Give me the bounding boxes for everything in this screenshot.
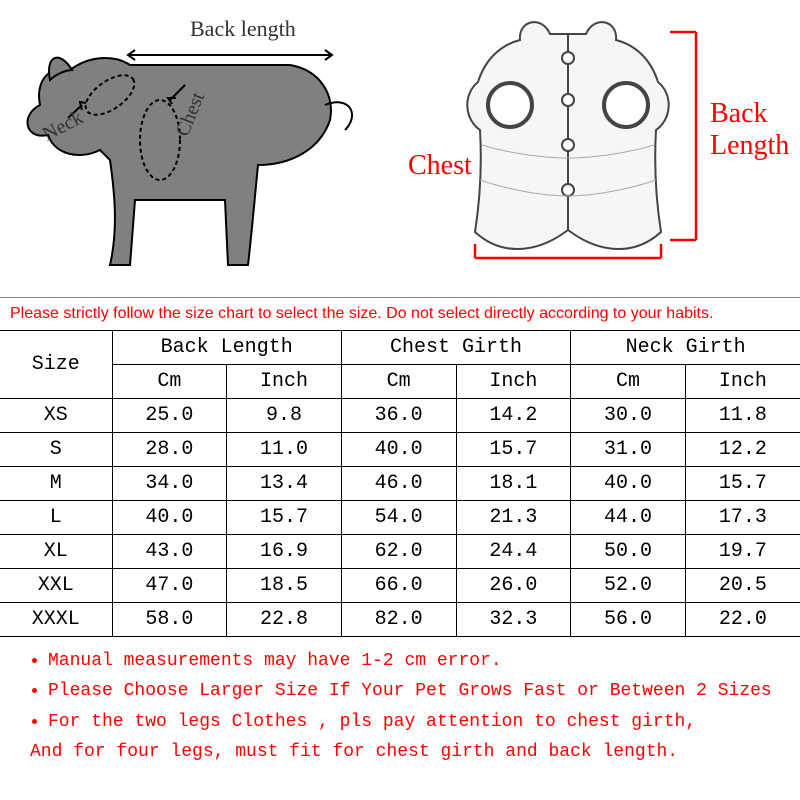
note-item: And for four legs, must fit for chest gi… [30,740,780,764]
table-cell: 26.0 [456,569,571,603]
table-cell: 58.0 [112,603,227,637]
notes-section: Manual measurements may have 1-2 cm erro… [0,637,800,764]
table-cell: 11.8 [685,399,800,433]
table-cell: 12.2 [685,433,800,467]
table-cell: M [0,467,112,501]
note-item: Please Choose Larger Size If Your Pet Gr… [48,679,780,703]
size-table: Size Back Length Chest Girth Neck Girth … [0,331,800,637]
table-header-row-2: Cm Inch Cm Inch Cm Inch [0,365,800,399]
table-cell: XL [0,535,112,569]
table-cell: 25.0 [112,399,227,433]
table-cell: XXXL [0,603,112,637]
table-cell: 20.5 [685,569,800,603]
table-cell: 18.1 [456,467,571,501]
table-cell: 11.0 [227,433,342,467]
table-cell: 22.8 [227,603,342,637]
header-neck-girth: Neck Girth [571,331,800,365]
table-cell: 21.3 [456,501,571,535]
subheader: Inch [456,365,571,399]
subheader: Cm [341,365,456,399]
table-row: XS25.09.836.014.230.011.8 [0,399,800,433]
vest-diagram: Chest Back Length [400,0,800,297]
subheader: Cm [571,365,686,399]
vest-chest-label: Chest [408,150,472,182]
subheader: Cm [112,365,227,399]
subheader: Inch [685,365,800,399]
table-cell: 56.0 [571,603,686,637]
table-row: XXXL58.022.882.032.356.022.0 [0,603,800,637]
table-row: XXL47.018.566.026.052.020.5 [0,569,800,603]
table-cell: 30.0 [571,399,686,433]
table-cell: 18.5 [227,569,342,603]
back-length-label: Back length [190,16,296,42]
table-cell: 82.0 [341,603,456,637]
table-cell: XXL [0,569,112,603]
table-cell: 40.0 [341,433,456,467]
table-cell: 36.0 [341,399,456,433]
table-cell: 54.0 [341,501,456,535]
table-cell: 28.0 [112,433,227,467]
table-header-row-1: Size Back Length Chest Girth Neck Girth [0,331,800,365]
table-cell: 66.0 [341,569,456,603]
header-back-length: Back Length [112,331,341,365]
table-cell: 34.0 [112,467,227,501]
vest-back-label-1: Back [710,98,768,130]
table-cell: 22.0 [685,603,800,637]
table-cell: 52.0 [571,569,686,603]
table-cell: 43.0 [112,535,227,569]
table-cell: 40.0 [112,501,227,535]
table-row: S28.011.040.015.731.012.2 [0,433,800,467]
table-cell: 50.0 [571,535,686,569]
table-cell: 32.3 [456,603,571,637]
note-item: For the two legs Clothes , pls pay atten… [48,710,780,734]
table-cell: 62.0 [341,535,456,569]
table-cell: 15.7 [685,467,800,501]
table-cell: 31.0 [571,433,686,467]
table-cell: 46.0 [341,467,456,501]
table-cell: 14.2 [456,399,571,433]
table-cell: 44.0 [571,501,686,535]
table-cell: 16.9 [227,535,342,569]
vest-back-label-2: Length [710,130,789,162]
table-cell: S [0,433,112,467]
note-item: Manual measurements may have 1-2 cm erro… [48,649,780,673]
table-cell: L [0,501,112,535]
header-chest-girth: Chest Girth [341,331,570,365]
table-cell: 15.7 [456,433,571,467]
table-cell: 19.7 [685,535,800,569]
table-cell: 17.3 [685,501,800,535]
table-cell: XS [0,399,112,433]
table-row: L40.015.754.021.344.017.3 [0,501,800,535]
table-cell: 15.7 [227,501,342,535]
dog-silhouette-icon [0,0,400,290]
table-row: XL43.016.962.024.450.019.7 [0,535,800,569]
table-cell: 47.0 [112,569,227,603]
warning-text: Please strictly follow the size chart to… [0,298,800,331]
table-cell: 13.4 [227,467,342,501]
table-cell: 9.8 [227,399,342,433]
table-cell: 24.4 [456,535,571,569]
table-row: M34.013.446.018.140.015.7 [0,467,800,501]
dog-diagram: Back length Neck Chest [0,0,400,297]
diagram-row: Back length Neck Chest [0,0,800,298]
header-size: Size [0,331,112,399]
table-cell: 40.0 [571,467,686,501]
subheader: Inch [227,365,342,399]
